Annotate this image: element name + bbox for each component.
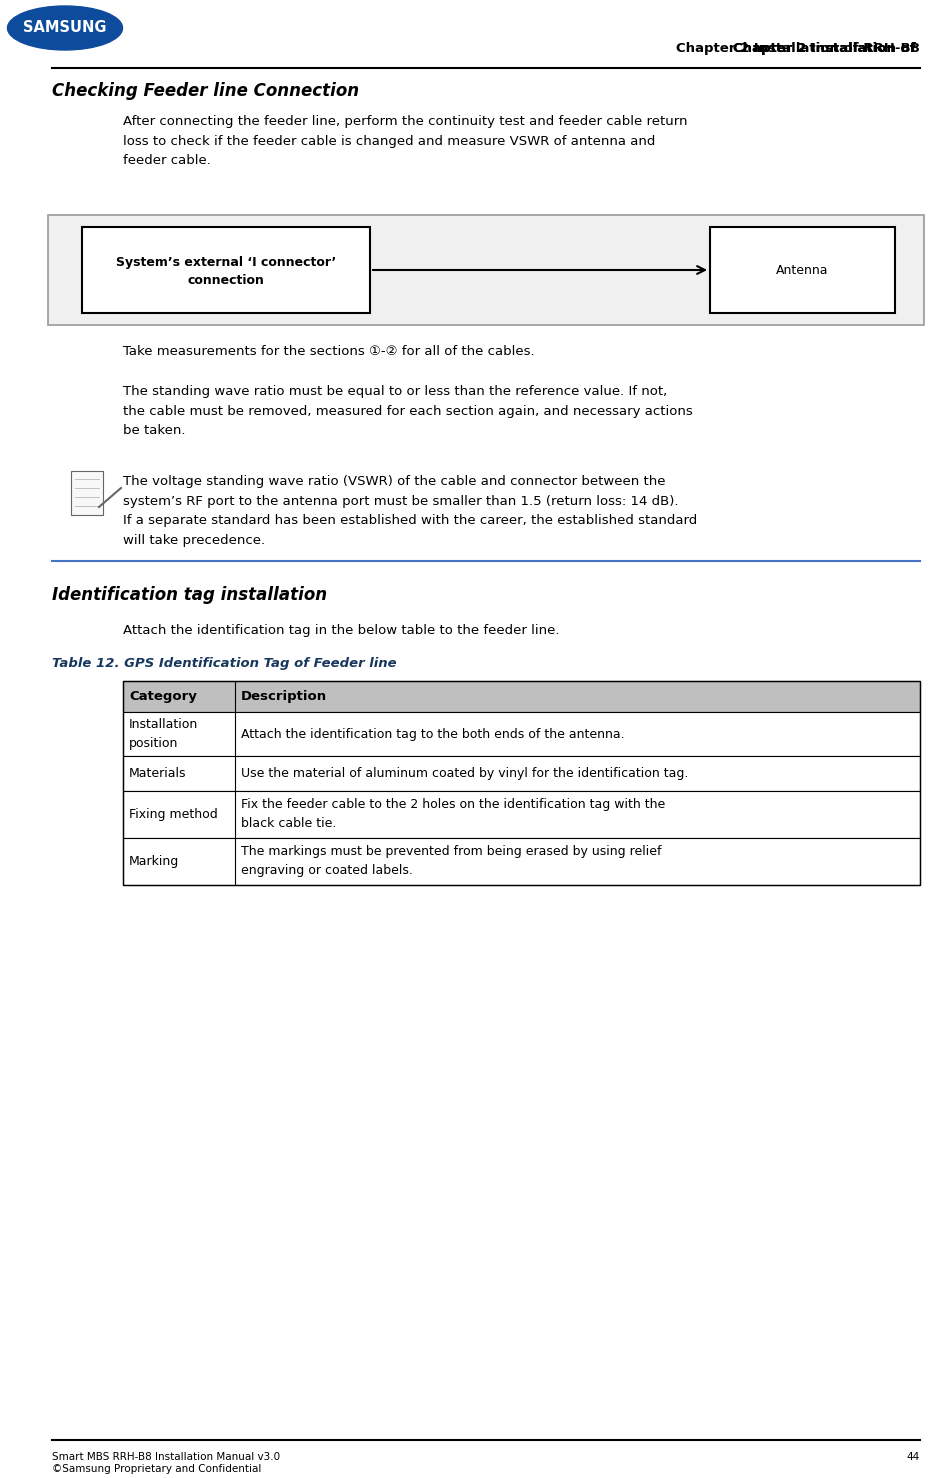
Text: Table 12. GPS Identification Tag of Feeder line: Table 12. GPS Identification Tag of Feed… bbox=[52, 658, 397, 670]
Text: Installation: Installation bbox=[129, 717, 199, 730]
Text: After connecting the feeder line, perform the continuity test and feeder cable r: After connecting the feeder line, perfor… bbox=[123, 115, 688, 129]
Text: The markings must be prevented from being erased by using relief: The markings must be prevented from bein… bbox=[241, 845, 661, 859]
Bar bbox=[71, 471, 103, 514]
Text: system’s RF port to the antenna port must be smaller than 1.5 (return loss: 14 d: system’s RF port to the antenna port mus… bbox=[123, 495, 678, 507]
Text: The voltage standing wave ratio (VSWR) of the cable and connector between the: The voltage standing wave ratio (VSWR) o… bbox=[123, 474, 666, 488]
Text: If a separate standard has been established with the career, the established sta: If a separate standard has been establis… bbox=[123, 514, 697, 528]
Ellipse shape bbox=[8, 6, 123, 50]
Text: ©Samsung Proprietary and Confidential: ©Samsung Proprietary and Confidential bbox=[52, 1465, 261, 1474]
Bar bbox=[123, 838, 920, 885]
Text: Materials: Materials bbox=[129, 767, 186, 780]
Text: Use the material of aluminum coated by vinyl for the identification tag.: Use the material of aluminum coated by v… bbox=[241, 767, 689, 780]
Text: engraving or coated labels.: engraving or coated labels. bbox=[241, 865, 413, 876]
Text: will take precedence.: will take precedence. bbox=[123, 534, 265, 547]
Text: connection: connection bbox=[187, 273, 264, 287]
Text: Identification tag installation: Identification tag installation bbox=[52, 585, 327, 605]
Text: Take measurements for the sections ①-② for all of the cables.: Take measurements for the sections ①-② f… bbox=[123, 344, 535, 358]
Bar bbox=[123, 712, 920, 757]
Bar bbox=[82, 228, 370, 313]
Bar bbox=[48, 214, 924, 325]
Text: Chapter 2 Installation of RRH-B8: Chapter 2 Installation of RRH-B8 bbox=[676, 41, 920, 55]
Text: be taken.: be taken. bbox=[123, 424, 185, 437]
Text: Fixing method: Fixing method bbox=[129, 808, 218, 820]
Text: position: position bbox=[129, 736, 179, 749]
Text: Smart MBS RRH-B8 Installation Manual v3.0: Smart MBS RRH-B8 Installation Manual v3.… bbox=[52, 1451, 280, 1462]
Text: Chapter 2 Installation of RRH-B8: Chapter 2 Installation of RRH-B8 bbox=[676, 41, 920, 55]
Text: Description: Description bbox=[241, 690, 327, 704]
Bar bbox=[123, 681, 920, 712]
Bar bbox=[123, 791, 920, 838]
Text: Checking Feeder line Connection: Checking Feeder line Connection bbox=[52, 81, 359, 101]
Bar bbox=[123, 681, 920, 885]
Text: the cable must be removed, measured for each section again, and necessary action: the cable must be removed, measured for … bbox=[123, 405, 693, 417]
Text: Attach the identification tag to the both ends of the antenna.: Attach the identification tag to the bot… bbox=[241, 727, 625, 740]
Text: SAMSUNG: SAMSUNG bbox=[23, 21, 106, 35]
Text: Antenna: Antenna bbox=[776, 263, 828, 276]
Bar bbox=[123, 757, 920, 791]
Text: loss to check if the feeder cable is changed and measure VSWR of antenna and: loss to check if the feeder cable is cha… bbox=[123, 134, 655, 148]
Text: Fix the feeder cable to the 2 holes on the identification tag with the: Fix the feeder cable to the 2 holes on t… bbox=[241, 798, 665, 811]
Text: Attach the identification tag in the below table to the feeder line.: Attach the identification tag in the bel… bbox=[123, 624, 560, 637]
Text: Marking: Marking bbox=[129, 854, 180, 868]
Text: Chapter 2 Installation of: Chapter 2 Installation of bbox=[732, 41, 920, 55]
Text: 44: 44 bbox=[906, 1451, 920, 1462]
Text: feeder cable.: feeder cable. bbox=[123, 154, 211, 167]
Text: System’s external ‘I connector’: System’s external ‘I connector’ bbox=[116, 256, 336, 269]
Text: The standing wave ratio must be equal to or less than the reference value. If no: The standing wave ratio must be equal to… bbox=[123, 384, 667, 398]
Text: Chapter 2 Installation of: Chapter 2 Installation of bbox=[732, 41, 920, 55]
Bar bbox=[710, 228, 895, 313]
Text: black cable tie.: black cable tie. bbox=[241, 817, 336, 831]
Text: Category: Category bbox=[129, 690, 197, 704]
